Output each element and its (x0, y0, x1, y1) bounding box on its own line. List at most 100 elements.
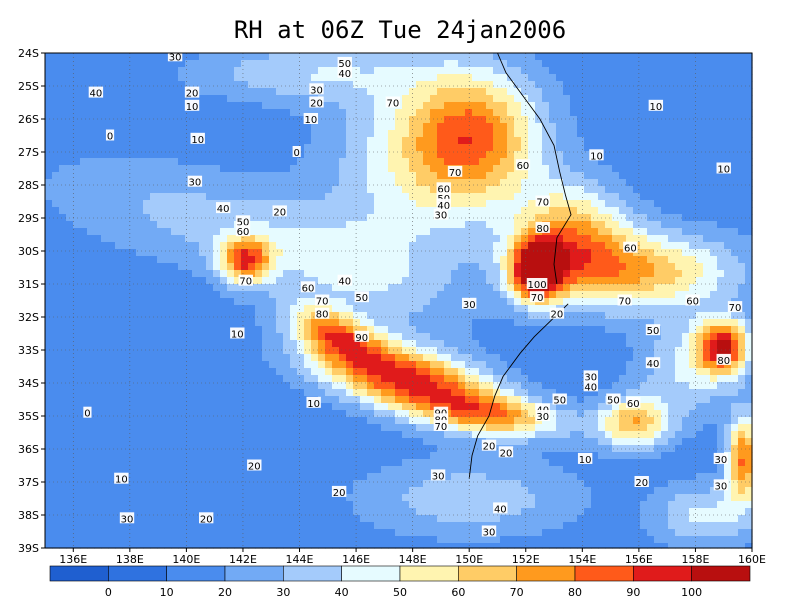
field-cell (430, 109, 438, 117)
field-cell (73, 130, 81, 138)
field-cell (395, 347, 403, 355)
field-cell (248, 305, 256, 313)
field-cell (178, 361, 186, 369)
field-cell (248, 165, 256, 173)
field-cell (374, 109, 382, 117)
field-cell (339, 298, 347, 306)
field-cell (619, 102, 627, 110)
field-cell (185, 361, 193, 369)
field-cell (598, 326, 606, 334)
field-cell (80, 333, 88, 341)
field-cell (276, 200, 284, 208)
field-cell (395, 382, 403, 390)
field-cell (164, 368, 172, 376)
field-cell (206, 242, 214, 250)
field-cell (94, 186, 102, 194)
field-cell (486, 375, 494, 383)
field-cell (73, 158, 81, 166)
field-cell (563, 158, 571, 166)
field-cell (710, 270, 718, 278)
field-cell (437, 249, 445, 257)
field-cell (213, 172, 221, 180)
field-cell (52, 109, 60, 117)
field-cell (409, 249, 417, 257)
field-cell (584, 74, 592, 82)
field-cell (52, 130, 60, 138)
field-cell (745, 74, 753, 82)
field-cell (549, 249, 557, 257)
field-cell (339, 235, 347, 243)
field-cell (493, 368, 501, 376)
field-cell (339, 186, 347, 194)
field-cell (227, 186, 235, 194)
field-cell (178, 305, 186, 313)
field-cell (577, 144, 585, 152)
field-cell (633, 256, 641, 264)
field-cell (738, 263, 746, 271)
field-cell (493, 81, 501, 89)
field-cell (500, 263, 508, 271)
field-cell (647, 333, 655, 341)
field-cell (402, 172, 410, 180)
field-cell (710, 235, 718, 243)
field-cell (696, 242, 704, 250)
field-cell (115, 361, 123, 369)
field-cell (206, 298, 214, 306)
field-cell (346, 249, 354, 257)
field-cell (122, 137, 130, 145)
field-cell (262, 242, 270, 250)
field-cell (444, 361, 452, 369)
field-cell (143, 396, 151, 404)
field-cell (493, 235, 501, 243)
field-cell (542, 137, 550, 145)
field-cell (297, 263, 305, 271)
field-cell (311, 123, 319, 131)
field-cell (80, 193, 88, 201)
field-cell (717, 291, 725, 299)
field-cell (164, 109, 172, 117)
field-cell (185, 263, 193, 271)
field-cell (500, 81, 508, 89)
field-cell (101, 347, 109, 355)
field-cell (633, 298, 641, 306)
field-cell (101, 340, 109, 348)
field-cell (73, 74, 81, 82)
field-cell (647, 179, 655, 187)
field-cell (633, 88, 641, 96)
field-cell (577, 116, 585, 124)
field-cell (311, 256, 319, 264)
field-cell (458, 109, 466, 117)
field-cell (598, 354, 606, 362)
field-cell (472, 109, 480, 117)
field-cell (115, 249, 123, 257)
field-cell (108, 144, 116, 152)
field-cell (66, 382, 74, 390)
field-cell (542, 256, 550, 264)
field-cell (619, 172, 627, 180)
field-cell (346, 368, 354, 376)
field-cell (395, 74, 403, 82)
field-cell (136, 130, 144, 138)
field-cell (661, 298, 669, 306)
field-cell (549, 333, 557, 341)
field-cell (696, 263, 704, 271)
field-cell (122, 361, 130, 369)
field-cell (738, 235, 746, 243)
field-cell (304, 137, 312, 145)
field-cell (157, 193, 165, 201)
field-cell (591, 291, 599, 299)
field-cell (52, 305, 60, 313)
field-cell (87, 200, 95, 208)
field-cell (472, 277, 480, 285)
field-cell (640, 151, 648, 159)
field-cell (94, 284, 102, 292)
field-cell (689, 186, 697, 194)
field-cell (241, 361, 249, 369)
field-cell (395, 333, 403, 341)
field-cell (682, 333, 690, 341)
field-cell (227, 291, 235, 299)
field-cell (724, 81, 732, 89)
field-cell (192, 375, 200, 383)
field-cell (395, 340, 403, 348)
field-cell (724, 88, 732, 96)
